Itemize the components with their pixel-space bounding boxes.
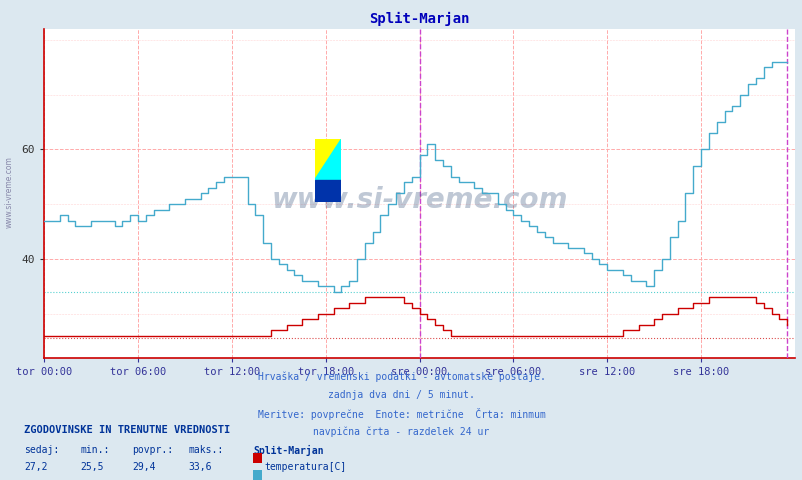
Text: zadnja dva dni / 5 minut.: zadnja dva dni / 5 minut. [328, 390, 474, 400]
Text: Meritve: povprečne  Enote: metrične  Črta: minmum: Meritve: povprečne Enote: metrične Črta:… [257, 408, 545, 420]
Text: sedaj:: sedaj: [24, 445, 59, 455]
Text: Hrvaška / vremenski podatki - avtomatske postaje.: Hrvaška / vremenski podatki - avtomatske… [257, 372, 545, 383]
Title: Split-Marjan: Split-Marjan [369, 12, 469, 26]
Text: 29,4: 29,4 [132, 462, 156, 472]
Text: 33,6: 33,6 [188, 462, 212, 472]
Polygon shape [314, 180, 341, 202]
Text: 27,2: 27,2 [24, 462, 47, 472]
Text: 25,5: 25,5 [80, 462, 103, 472]
Text: povpr.:: povpr.: [132, 445, 173, 455]
Text: www.si-vreme.com: www.si-vreme.com [271, 186, 567, 214]
Text: min.:: min.: [80, 445, 110, 455]
Text: Split-Marjan: Split-Marjan [253, 445, 323, 456]
Text: ZGODOVINSKE IN TRENUTNE VREDNOSTI: ZGODOVINSKE IN TRENUTNE VREDNOSTI [24, 425, 230, 435]
Text: temperatura[C]: temperatura[C] [264, 462, 346, 472]
Text: navpična črta - razdelek 24 ur: navpična črta - razdelek 24 ur [313, 427, 489, 437]
Text: maks.:: maks.: [188, 445, 224, 455]
Polygon shape [314, 139, 341, 180]
Text: www.si-vreme.com: www.si-vreme.com [5, 156, 14, 228]
Polygon shape [314, 139, 341, 180]
